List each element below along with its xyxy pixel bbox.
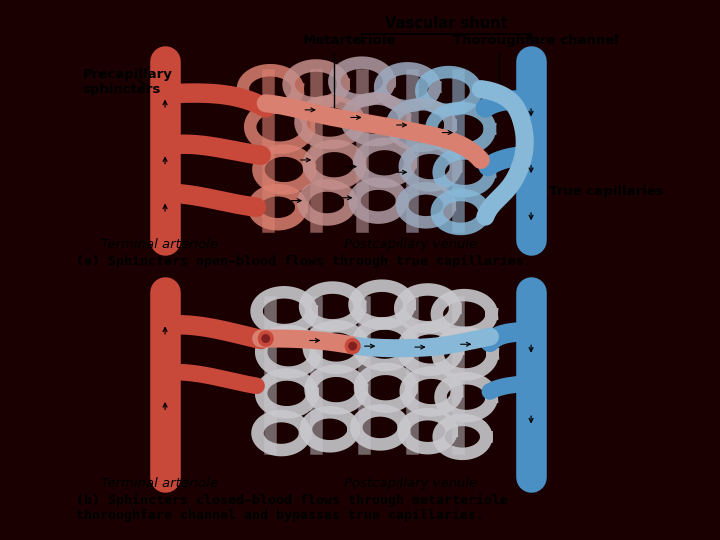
Circle shape <box>258 331 273 346</box>
Text: (b) Sphincters closed—blood flows through metarteriole
thoroughfare channel and : (b) Sphincters closed—blood flows throug… <box>76 494 508 522</box>
Text: Vascular shunt: Vascular shunt <box>384 16 508 30</box>
Text: Terminal arteriole: Terminal arteriole <box>101 239 218 252</box>
Text: Precapillary
sphincters: Precapillary sphincters <box>83 68 173 96</box>
Circle shape <box>349 342 356 350</box>
Circle shape <box>346 339 360 354</box>
Text: Postcapillary venule: Postcapillary venule <box>343 477 477 490</box>
Text: (a) Sphincters open—blood flows through true capillaries.: (a) Sphincters open—blood flows through … <box>76 254 532 267</box>
Text: Terminal arteriole: Terminal arteriole <box>101 477 218 490</box>
Text: Thoroughfare channel: Thoroughfare channel <box>454 33 619 46</box>
Circle shape <box>262 335 269 342</box>
Text: Postcapillary venule: Postcapillary venule <box>343 239 477 252</box>
Text: True capillaries: True capillaries <box>549 185 664 198</box>
Text: Metarteriole: Metarteriole <box>302 33 396 46</box>
